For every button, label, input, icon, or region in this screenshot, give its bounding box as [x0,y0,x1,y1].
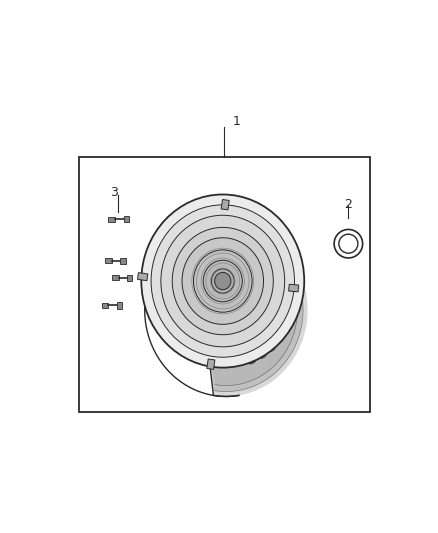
Ellipse shape [141,195,304,368]
Polygon shape [210,195,307,397]
Bar [102,303,108,308]
Polygon shape [212,205,297,385]
Text: 3: 3 [110,187,118,199]
Ellipse shape [297,276,301,285]
Ellipse shape [269,222,276,229]
Bar [105,258,112,263]
Bar [112,275,119,280]
Bar [78,157,371,411]
Ellipse shape [259,353,266,359]
Ellipse shape [297,289,301,297]
Ellipse shape [248,359,256,364]
Ellipse shape [215,272,231,290]
Bar [221,199,229,210]
Ellipse shape [248,209,256,215]
Ellipse shape [212,269,234,293]
Bar [120,257,126,264]
Ellipse shape [259,215,266,221]
Ellipse shape [269,345,276,352]
Ellipse shape [291,314,296,322]
Ellipse shape [194,250,252,312]
Bar [124,216,129,222]
Bar [207,359,215,369]
Bar [289,284,299,292]
Ellipse shape [291,252,296,260]
Ellipse shape [278,231,284,238]
Ellipse shape [182,238,264,324]
Bar [127,274,132,281]
Text: 2: 2 [344,198,352,211]
Polygon shape [211,199,303,392]
Ellipse shape [151,205,294,357]
Ellipse shape [203,260,242,302]
Bar [117,302,122,309]
Ellipse shape [161,215,285,347]
Text: 1: 1 [233,115,240,128]
Ellipse shape [172,228,273,335]
Ellipse shape [278,336,284,343]
Ellipse shape [295,302,300,310]
Bar [138,273,148,281]
Ellipse shape [295,264,300,272]
Bar [108,216,115,222]
Ellipse shape [285,241,291,248]
Ellipse shape [285,325,291,333]
